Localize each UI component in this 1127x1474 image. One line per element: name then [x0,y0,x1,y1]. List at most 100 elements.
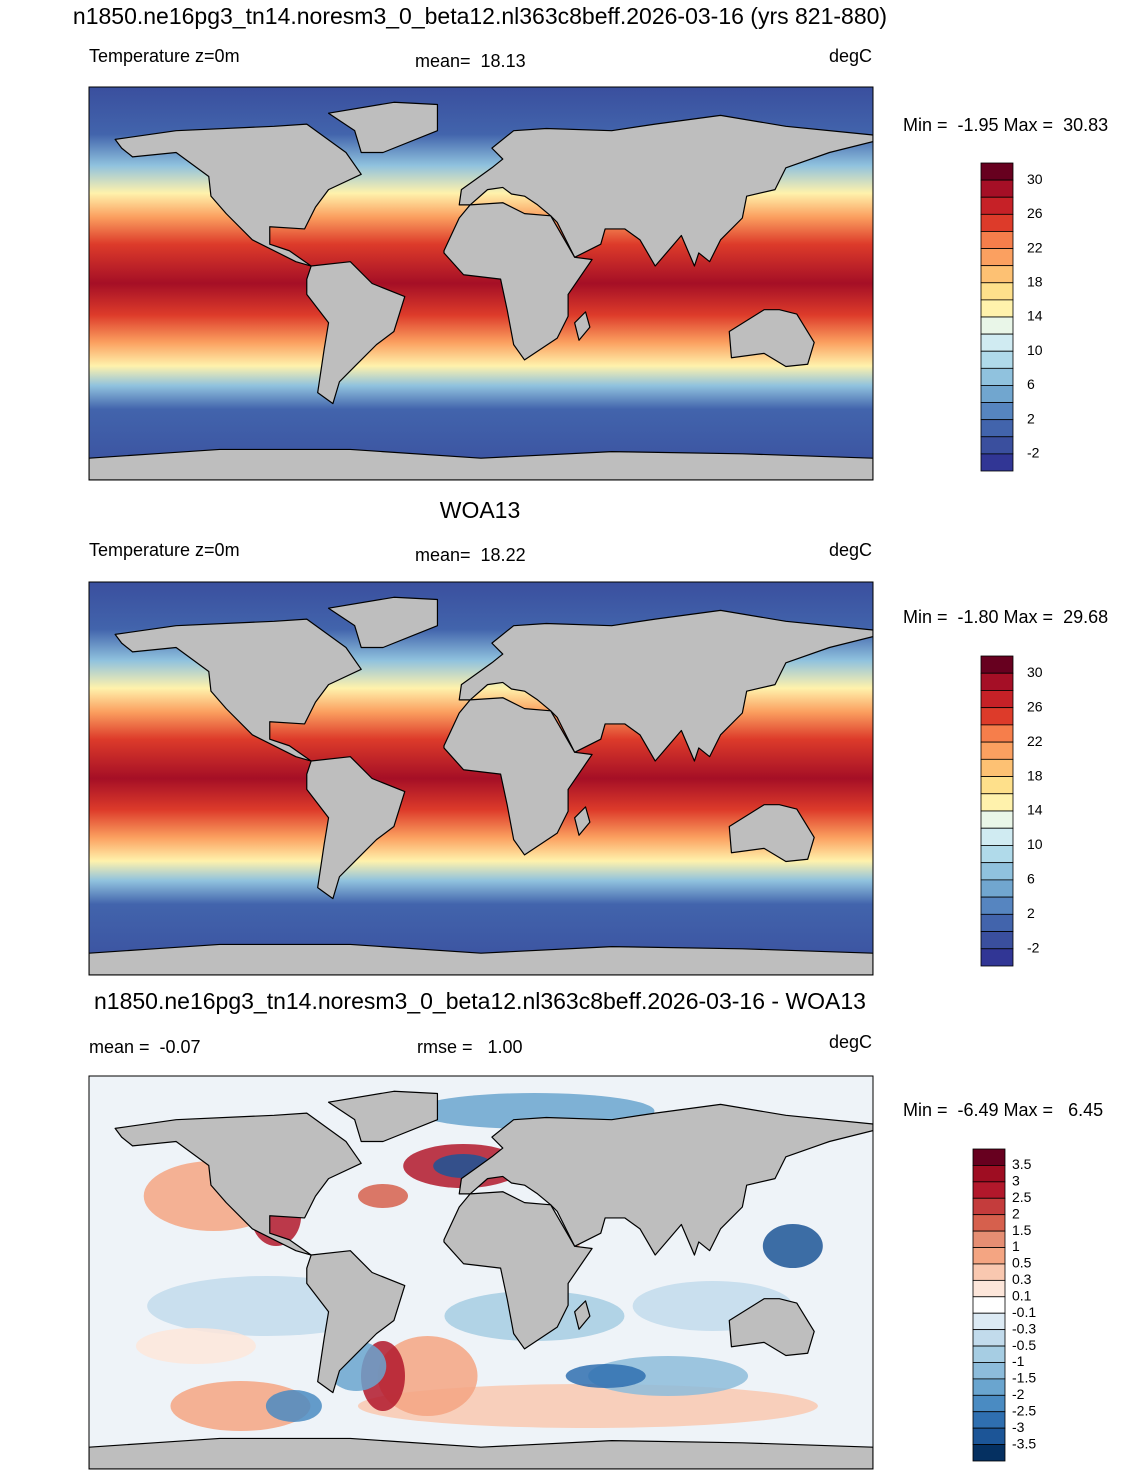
colorbar-box [972,1214,1006,1232]
colorbar-box [972,1247,1006,1265]
colorbar-label: -2 [1027,939,1040,955]
colorbar-label: -3.5 [1012,1435,1036,1451]
colorbar-label: -1 [1012,1353,1025,1369]
map [88,581,874,976]
colorbar-label: -0.3 [1012,1320,1036,1336]
colorbar-label: 14 [1027,802,1043,818]
colorbar-label: 30 [1027,171,1043,187]
colorbar-label: -2 [1027,445,1040,461]
panel-stat: mean= 18.13 [415,51,526,71]
anomaly-area [357,1384,818,1428]
colorbar-box [972,1427,1006,1445]
colorbar-label: 6 [1027,871,1035,887]
colorbar-box [980,741,1014,760]
colorbar-box [980,862,1014,881]
colorbar-box [972,1411,1006,1429]
colorbar-box [980,231,1014,249]
colorbar-box [980,282,1014,301]
map [88,86,874,481]
anomaly-area [762,1224,823,1268]
colorbar-label: 18 [1027,767,1043,783]
anomaly-area [170,1381,311,1431]
colorbar-box [980,213,1014,232]
colorbar-box [980,655,1014,674]
panel-range: Min = -6.49 Max = 6.45 [903,1100,1103,1120]
panel-title: n1850.ne16pg3_tn14.noresm3_0_beta12.nl36… [73,3,887,29]
colorbar-box [980,385,1014,403]
map-field [89,1076,873,1469]
panel-label: Temperature z=0m [89,46,240,66]
colorbar-box [980,196,1014,215]
colorbar-box [980,707,1014,726]
map [88,1075,874,1470]
colorbar-box [972,1181,1006,1199]
colorbar-box [980,179,1014,198]
colorbar-box [980,672,1014,691]
colorbar-box [972,1329,1006,1347]
colorbar-box [980,316,1014,335]
colorbar-label: -2.5 [1012,1402,1036,1418]
colorbar-label: 2 [1012,1205,1020,1221]
colorbar-box [980,827,1014,846]
colorbar-label: 2.5 [1012,1189,1032,1205]
colorbar-label: 1.5 [1012,1222,1032,1238]
colorbar-label: 26 [1027,205,1043,221]
colorbar-box [972,1345,1006,1363]
panel-title: n1850.ne16pg3_tn14.noresm3_0_beta12.nl36… [94,988,866,1014]
colorbar-label: 0.5 [1012,1255,1032,1271]
colorbar-box [980,948,1014,967]
colorbar-box [980,793,1014,812]
panel-range: Min = -1.95 Max = 30.83 [903,115,1108,135]
panel-units: degC [829,46,872,66]
colorbar-box [980,402,1014,421]
colorbar-label: 2 [1027,905,1035,921]
colorbar-box [980,896,1014,915]
colorbar-box [972,1197,1006,1216]
colorbar-label: 22 [1027,733,1043,749]
colorbar-label: 3.5 [1012,1156,1032,1172]
panel-label: mean = -0.07 [89,1037,201,1057]
colorbar-label: 18 [1027,273,1043,289]
colorbar-box [972,1165,1006,1183]
colorbar-box [980,913,1014,932]
colorbar-box [980,724,1014,743]
colorbar-box [980,367,1014,386]
colorbar-label: 0.3 [1012,1271,1032,1287]
colorbar-box [980,248,1014,267]
colorbar-label: -2 [1012,1386,1025,1402]
colorbar-box [972,1312,1006,1331]
colorbar-label: 14 [1027,308,1043,324]
map-frame [88,86,874,481]
anomaly-area [135,1328,256,1364]
colorbar-label: 30 [1027,664,1043,680]
panel-stat: rmse = 1.00 [417,1037,523,1057]
colorbar-box [980,299,1014,318]
map-field [89,87,873,480]
colorbar-label: 1 [1012,1238,1020,1254]
colorbar-box [980,453,1014,472]
anomaly-area [265,1390,322,1422]
colorbar-box [972,1296,1006,1314]
colorbar-box [972,1279,1006,1298]
colorbar-label: 10 [1027,836,1043,852]
colorbar-label: 26 [1027,698,1043,714]
colorbar-box [980,419,1014,438]
colorbar-box [980,758,1014,777]
anomaly-area [377,1336,478,1416]
colorbar-box [980,162,1014,181]
colorbar-label: 6 [1027,376,1035,392]
panel-stat: mean= 18.22 [415,545,526,565]
colorbar-label: 0.1 [1012,1287,1032,1303]
colorbar-box [980,879,1014,898]
colorbar-box [980,333,1014,352]
panel-label: Temperature z=0m [89,540,240,560]
colorbar-box [972,1444,1006,1462]
colorbar-box [972,1362,1006,1380]
colorbar-box [980,436,1014,455]
map-frame [88,581,874,976]
colorbar-box [972,1263,1006,1281]
anomaly-area [588,1356,749,1396]
colorbar-box [980,810,1014,829]
map-frame [88,1075,874,1470]
